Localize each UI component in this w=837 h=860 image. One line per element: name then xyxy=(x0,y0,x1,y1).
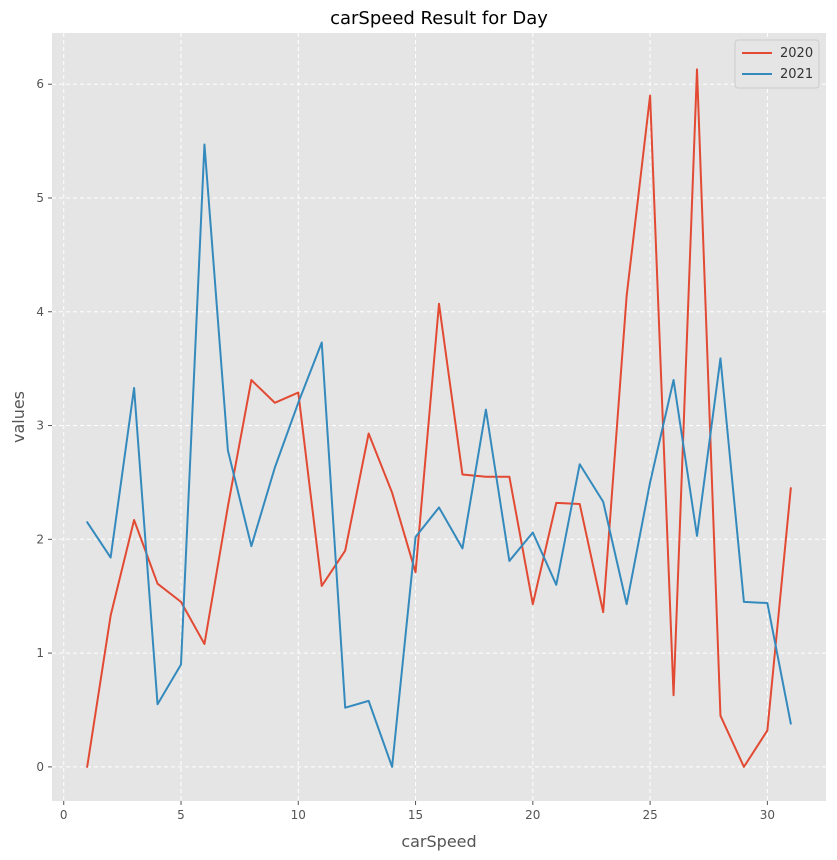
legend-label-2020: 2020 xyxy=(780,46,813,61)
chart-title: carSpeed Result for Day xyxy=(330,8,548,29)
x-tick-label: 0 xyxy=(60,808,68,822)
y-tick-label: 5 xyxy=(36,191,44,205)
grid-lines xyxy=(52,33,826,801)
x-tick-label: 30 xyxy=(760,808,775,822)
x-tick-label: 25 xyxy=(642,808,657,822)
y-tick-label: 0 xyxy=(36,760,44,774)
y-tick-label: 2 xyxy=(36,532,44,546)
y-axis-label: values xyxy=(9,391,28,443)
x-tick-label: 15 xyxy=(408,808,423,822)
series-line-2021 xyxy=(86,143,792,768)
x-axis-ticks: 0 5 10 15 20 25 30 xyxy=(60,801,775,822)
series-line-2020 xyxy=(86,68,792,768)
x-axis-label: carSpeed xyxy=(401,832,476,851)
y-tick-label: 6 xyxy=(36,77,44,91)
y-tick-label: 3 xyxy=(36,419,44,433)
y-tick-label: 1 xyxy=(36,646,44,660)
series-layer xyxy=(86,68,792,768)
y-tick-label: 4 xyxy=(36,305,44,319)
x-tick-label: 10 xyxy=(291,808,306,822)
x-tick-label: 20 xyxy=(525,808,540,822)
legend-label-2021: 2021 xyxy=(780,67,813,82)
x-tick-label: 5 xyxy=(177,808,185,822)
legend: 2020 2021 xyxy=(734,39,820,89)
y-axis-ticks: 0 1 2 3 4 5 6 xyxy=(36,77,52,774)
